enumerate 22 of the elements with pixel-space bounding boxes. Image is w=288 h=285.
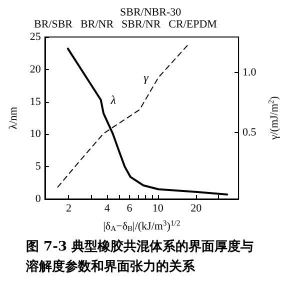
text: BR/NR — [80, 18, 114, 30]
x-tick-label: 10 — [152, 202, 164, 214]
x-tick-label: 4 — [104, 202, 110, 214]
text: SBR/NR — [122, 18, 162, 30]
text: BR/SBR — [34, 18, 74, 30]
y-tick-label: 10 — [30, 128, 42, 140]
series-label: λ — [110, 92, 116, 107]
text: CR/EPDM — [168, 18, 218, 30]
y-tick-label: 15 — [30, 96, 42, 108]
y-tick-label: 5 — [35, 160, 42, 173]
y-tick-label: 20 — [30, 63, 42, 76]
y-axis-title: λ/nm — [8, 106, 20, 130]
x-tick-label: 2 — [66, 202, 72, 214]
text: SBR/NBR-30 — [120, 6, 182, 18]
x-tick-label: 20 — [190, 202, 202, 214]
y2-tick-label: 0.5 — [242, 126, 257, 138]
series-label: γ — [144, 70, 149, 84]
y-tick-label: 25 — [30, 31, 42, 43]
caption: 图 7-3 典型橡胶共混体系的界面厚度与溶解度参数和界面张力的关系 — [25, 238, 254, 274]
y-tick-label: 0 — [35, 193, 42, 205]
y2-tick-label: 1.0 — [242, 66, 257, 79]
x-tick-label: 6 — [126, 202, 133, 214]
